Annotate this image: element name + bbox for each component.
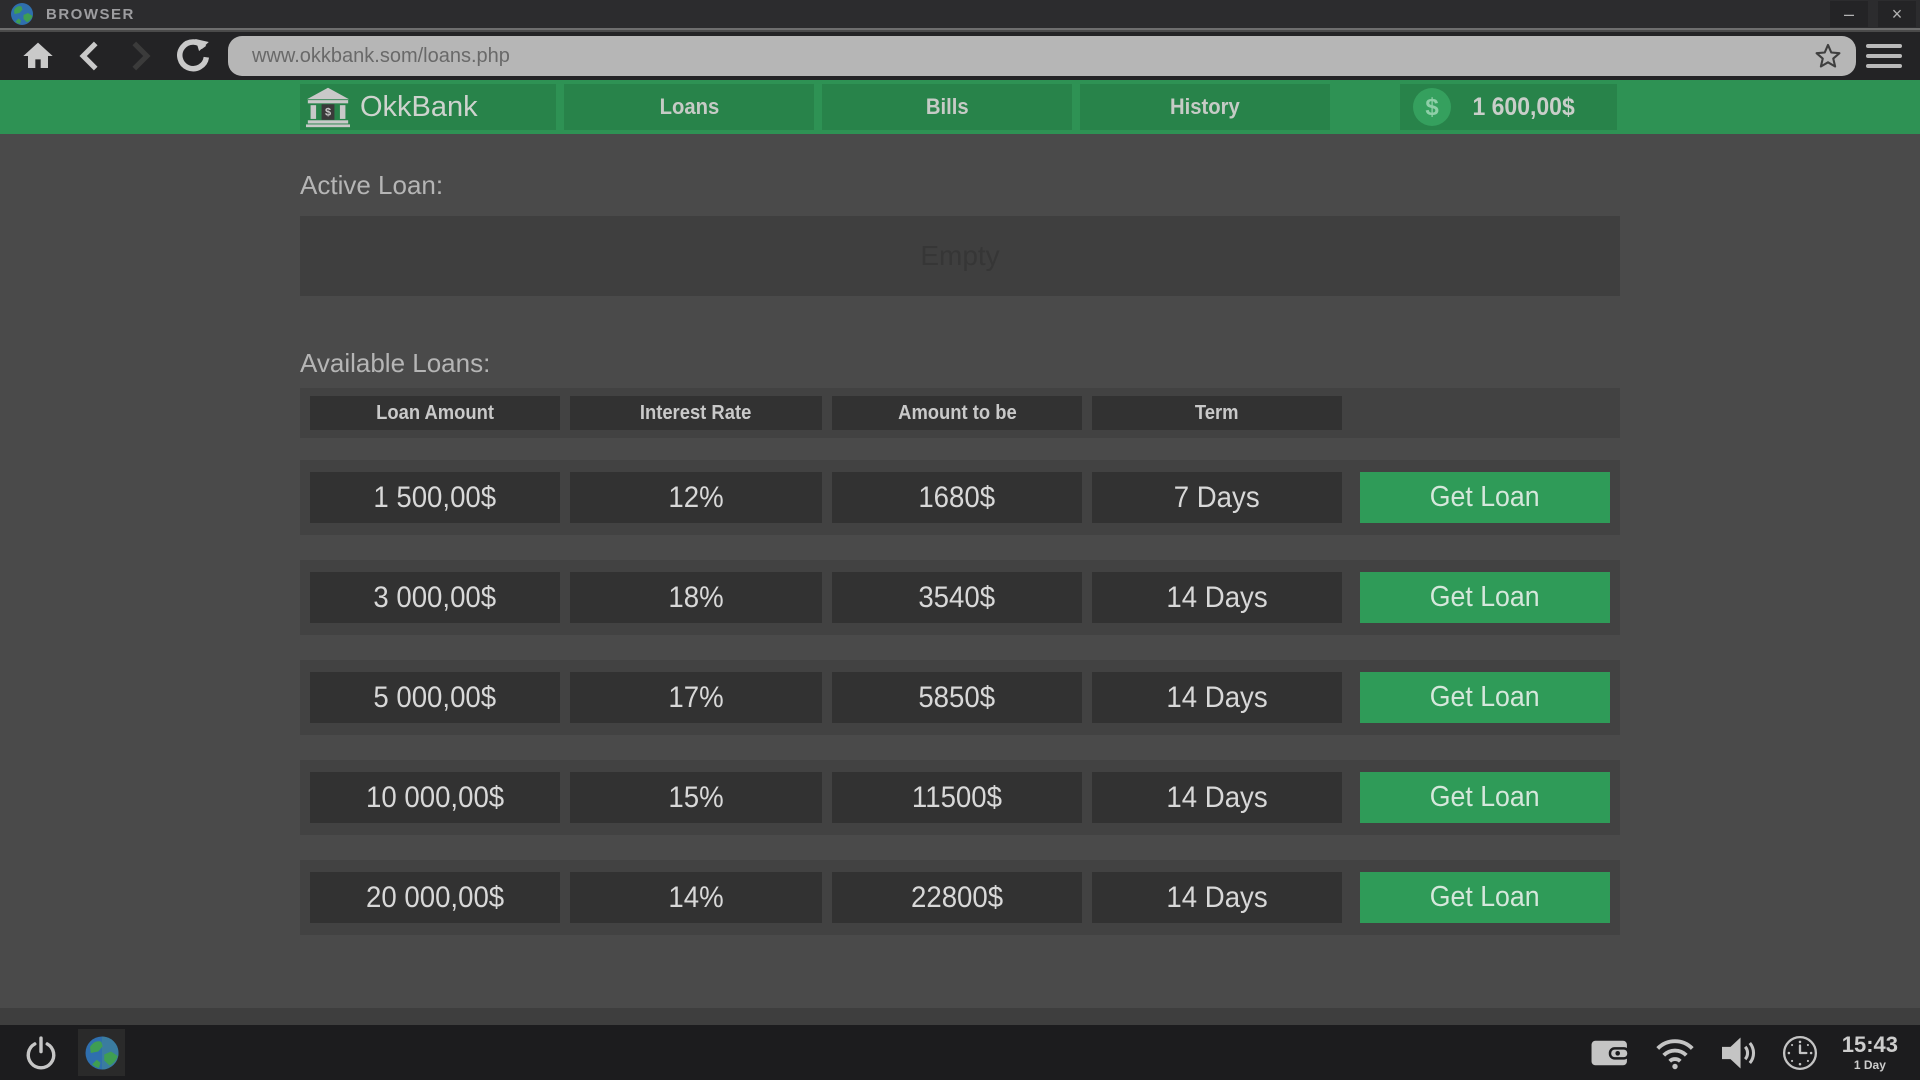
loan-amount-cell: 10 000,00$ bbox=[310, 772, 560, 823]
bookmark-star-icon[interactable] bbox=[1814, 42, 1842, 70]
site-navbar: $ OkkBank Loans Bills History $ 1 600,00… bbox=[0, 80, 1920, 134]
browser-globe-icon bbox=[85, 1036, 118, 1069]
header-interest-rate: Interest Rate bbox=[570, 396, 822, 430]
power-icon[interactable] bbox=[24, 1036, 58, 1070]
close-button[interactable]: × bbox=[1878, 1, 1916, 27]
speaker-icon bbox=[1721, 1037, 1755, 1068]
time-text: 15:43 bbox=[1841, 1032, 1898, 1057]
back-icon[interactable] bbox=[76, 40, 104, 72]
header-amount-to-be: Amount to be bbox=[832, 396, 1082, 430]
loan-amount-cell: 1 500,00$ bbox=[310, 472, 560, 523]
loan-row: 1 500,00$ 12% 1680$ 7 Days Get Loan bbox=[300, 460, 1620, 535]
term-cell: 14 Days bbox=[1092, 772, 1342, 823]
day-text: 1 Day bbox=[1853, 1058, 1886, 1072]
clock-display: 15:43 1 Day bbox=[1841, 1032, 1898, 1072]
balance-display: $ 1 600,00$ bbox=[1400, 84, 1617, 130]
browser-menu-icon[interactable] bbox=[1866, 44, 1902, 74]
system-tray: 15:43 1 Day bbox=[1590, 1025, 1898, 1080]
browser-globe-icon bbox=[11, 3, 33, 25]
loan-amount-cell: 3 000,00$ bbox=[310, 572, 560, 623]
brand-name: OkkBank bbox=[360, 90, 478, 123]
amount-to-be-cell: 1680$ bbox=[832, 472, 1082, 523]
available-loans-label: Available Loans: bbox=[300, 348, 491, 378]
browser-toolbar bbox=[0, 32, 1920, 80]
amount-to-be-cell: 5850$ bbox=[832, 672, 1082, 723]
loan-amount-cell: 20 000,00$ bbox=[310, 872, 560, 923]
get-loan-button[interactable]: Get Loan bbox=[1360, 872, 1610, 923]
amount-to-be-cell: 11500$ bbox=[832, 772, 1082, 823]
balance-amount: 1 600,00$ bbox=[1472, 92, 1575, 121]
header-term: Term bbox=[1092, 396, 1342, 430]
term-cell: 14 Days bbox=[1092, 872, 1342, 923]
get-loan-button[interactable]: Get Loan bbox=[1360, 572, 1610, 623]
wallet-icon bbox=[1591, 1040, 1630, 1065]
loan-row: 20 000,00$ 14% 22800$ 14 Days Get Loan bbox=[300, 860, 1620, 935]
window-titlebar: BROWSER – × bbox=[0, 0, 1920, 30]
window-title: BROWSER bbox=[46, 5, 135, 23]
url-input[interactable] bbox=[228, 44, 1814, 68]
page-bottom-strip bbox=[0, 1008, 1920, 1025]
minimize-button[interactable]: – bbox=[1830, 1, 1868, 27]
forward-icon[interactable] bbox=[126, 40, 154, 72]
active-loan-value: Empty bbox=[920, 240, 1000, 271]
loan-row: 10 000,00$ 15% 11500$ 14 Days Get Loan bbox=[300, 760, 1620, 835]
header-loan-amount: Loan Amount bbox=[310, 396, 560, 430]
svg-text:$: $ bbox=[1425, 94, 1439, 121]
clock-icon bbox=[1782, 1035, 1817, 1070]
active-loan-label: Active Loan: bbox=[300, 170, 444, 200]
tab-bills[interactable]: Bills bbox=[822, 84, 1072, 130]
interest-rate-cell: 14% bbox=[570, 872, 822, 923]
amount-to-be-cell: 3540$ bbox=[832, 572, 1082, 623]
taskbar: 15:43 1 Day bbox=[0, 1025, 1920, 1080]
brand: $ OkkBank bbox=[300, 84, 556, 130]
interest-rate-cell: 18% bbox=[570, 572, 822, 623]
get-loan-button[interactable]: Get Loan bbox=[1360, 472, 1610, 523]
term-cell: 14 Days bbox=[1092, 572, 1342, 623]
loan-row: 3 000,00$ 18% 3540$ 14 Days Get Loan bbox=[300, 560, 1620, 635]
coin-dollar-icon: $ bbox=[1413, 88, 1451, 126]
taskbar-browser-app[interactable] bbox=[78, 1029, 125, 1076]
loan-amount-cell: 5 000,00$ bbox=[310, 672, 560, 723]
active-loan-box: Empty bbox=[300, 216, 1620, 296]
get-loan-button[interactable]: Get Loan bbox=[1360, 672, 1610, 723]
wifi-icon bbox=[1656, 1038, 1694, 1069]
tab-loans[interactable]: Loans bbox=[564, 84, 814, 130]
interest-rate-cell: 17% bbox=[570, 672, 822, 723]
interest-rate-cell: 12% bbox=[570, 472, 822, 523]
tab-history[interactable]: History bbox=[1080, 84, 1330, 130]
interest-rate-cell: 15% bbox=[570, 772, 822, 823]
refresh-icon[interactable] bbox=[176, 39, 210, 73]
loan-row: 5 000,00$ 17% 5850$ 14 Days Get Loan bbox=[300, 660, 1620, 735]
amount-to-be-cell: 22800$ bbox=[832, 872, 1082, 923]
loans-table-header: Loan Amount Interest Rate Amount to be T… bbox=[300, 388, 1620, 438]
bank-icon: $ bbox=[306, 87, 350, 128]
term-cell: 7 Days bbox=[1092, 472, 1342, 523]
term-cell: 14 Days bbox=[1092, 672, 1342, 723]
svg-text:$: $ bbox=[325, 107, 331, 119]
url-bar bbox=[228, 36, 1856, 76]
home-icon[interactable] bbox=[22, 40, 54, 72]
get-loan-button[interactable]: Get Loan bbox=[1360, 772, 1610, 823]
